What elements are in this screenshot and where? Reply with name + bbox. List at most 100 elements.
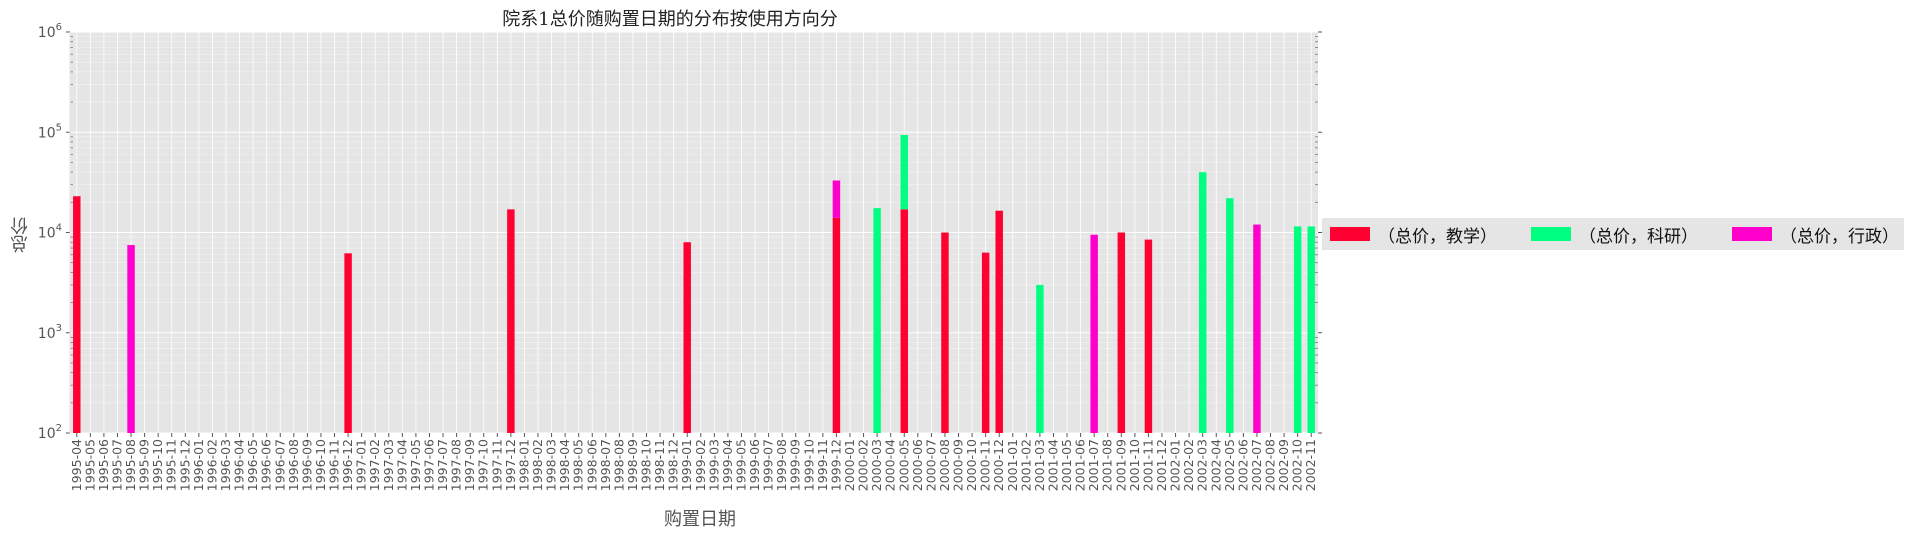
x-tick-label: 1996-08 (286, 439, 301, 491)
bar (832, 217, 841, 433)
bar (507, 209, 515, 433)
x-tick-label: 1996-05 (245, 439, 260, 491)
x-tick-label: 1998-01 (516, 439, 531, 491)
x-tick-label: 1996-10 (313, 439, 328, 491)
x-tick-label: 2000-10 (964, 439, 979, 491)
x-tick-label: 2001-02 (1018, 439, 1033, 491)
bar (1117, 232, 1126, 433)
x-tick-label: 1998-03 (544, 439, 559, 491)
y-tick-label: 102 (38, 423, 62, 442)
x-tick-label: 1997-07 (435, 439, 450, 491)
bar (1226, 198, 1234, 433)
x-tick-label: 1996-12 (340, 439, 355, 491)
x-tick-label: 1995-07 (109, 439, 124, 491)
x-tick-label: 1995-08 (123, 439, 138, 491)
x-tick-label: 2001-04 (1045, 439, 1060, 491)
x-tick-label: 1997-09 (462, 439, 477, 491)
bar (1307, 226, 1315, 433)
x-tick-label: 1998-10 (639, 439, 654, 491)
x-tick-label: 2001-03 (1032, 439, 1047, 491)
bar (995, 210, 1003, 433)
legend-item-teaching: （总价，教学） (1330, 222, 1497, 247)
x-tick-label: 1997-01 (354, 439, 369, 491)
legend-label-teaching: （总价，教学） (1378, 226, 1497, 247)
legend-label-admin: （总价，行政） (1780, 226, 1899, 247)
x-tick-label: 2000-07 (923, 439, 938, 491)
bar (73, 196, 81, 433)
x-tick-label: 2002-11 (1303, 439, 1318, 491)
x-tick-label: 2002-05 (1222, 439, 1237, 491)
x-axis-label: 购置日期 (664, 509, 736, 530)
x-tick-label: 1996-04 (232, 439, 247, 491)
x-tick-label: 2002-02 (1181, 439, 1196, 491)
bar (1144, 239, 1153, 433)
bar (900, 209, 908, 433)
x-tick-label: 2002-07 (1249, 439, 1264, 491)
x-tick-label: 2001-06 (1073, 439, 1088, 491)
bar (1090, 234, 1098, 433)
x-tick-label: 2000-04 (883, 439, 898, 491)
x-tick-label: 2002-06 (1235, 439, 1250, 491)
x-tick-label: 2000-11 (978, 439, 993, 491)
x-tick-label: 1999-12 (828, 439, 843, 491)
legend-swatch-teaching (1330, 227, 1370, 241)
x-tick-label: 2001-11 (1140, 439, 1155, 491)
x-tick-label: 2002-09 (1276, 439, 1291, 491)
legend: （总价，教学） （总价，科研） （总价，行政） (1322, 218, 1904, 250)
x-tick-label: 1997-04 (394, 439, 409, 491)
y-tick-label: 106 (38, 22, 62, 41)
x-tick-label: 2001-09 (1113, 439, 1128, 491)
legend-item-admin: （总价，行政） (1732, 222, 1899, 247)
legend-swatch-research (1531, 227, 1571, 241)
x-tick-label: 2001-07 (1086, 439, 1101, 491)
x-tick-label: 1997-02 (367, 439, 382, 491)
x-tick-label: 1998-08 (611, 439, 626, 491)
x-tick-label: 1999-04 (720, 439, 735, 491)
bar (1253, 224, 1261, 433)
x-tick-label: 1995-11 (164, 439, 179, 491)
x-tick-label: 2000-03 (869, 439, 884, 491)
x-tick-label: 1997-11 (489, 439, 504, 491)
x-tick-label: 1999-02 (693, 439, 708, 491)
x-tick-label: 1999-10 (801, 439, 816, 491)
bar (1293, 226, 1302, 433)
x-tick-label: 1995-09 (137, 439, 152, 491)
x-tick-label: 1996-03 (218, 439, 233, 491)
bar (1198, 172, 1207, 433)
y-tick-label: 103 (38, 323, 62, 342)
x-tick-label: 1999-08 (774, 439, 789, 491)
x-tick-label: 1998-11 (652, 439, 667, 491)
x-tick-label: 1999-03 (706, 439, 721, 491)
x-tick-label: 2001-12 (1154, 439, 1169, 491)
x-tick-label: 2002-03 (1195, 439, 1210, 491)
x-tick-label: 1996-06 (259, 439, 274, 491)
x-tick-label: 1997-03 (381, 439, 396, 491)
x-tick-label: 2000-01 (842, 439, 857, 491)
legend-label-research: （总价，科研） (1579, 226, 1698, 247)
x-tick-label: 2000-05 (896, 439, 911, 491)
bar (344, 253, 352, 433)
bar (873, 208, 881, 433)
x-tick-label: 1998-12 (666, 439, 681, 491)
bar (981, 252, 990, 433)
bar (941, 232, 949, 433)
x-tick-label: 1996-02 (204, 439, 219, 491)
x-tick-label: 1995-06 (96, 439, 111, 491)
legend-item-research: （总价，科研） (1531, 222, 1698, 247)
x-tick-label: 2001-10 (1127, 439, 1142, 491)
x-tick-label: 1995-05 (82, 439, 97, 491)
x-tick-label: 2002-01 (1168, 439, 1183, 491)
x-tick-label: 2002-10 (1290, 439, 1305, 491)
x-tick-label: 1997-08 (449, 439, 464, 491)
x-tick-label: 1998-07 (598, 439, 613, 491)
x-tick-label: 1999-06 (747, 439, 762, 491)
bar (127, 245, 135, 433)
y-tick-label: 105 (38, 122, 62, 141)
bar (832, 180, 841, 218)
x-tick-label: 1995-04 (69, 439, 84, 491)
x-tick-label: 1999-11 (815, 439, 830, 491)
x-tick-label: 1996-01 (191, 439, 206, 491)
legend-swatch-admin (1732, 227, 1772, 241)
